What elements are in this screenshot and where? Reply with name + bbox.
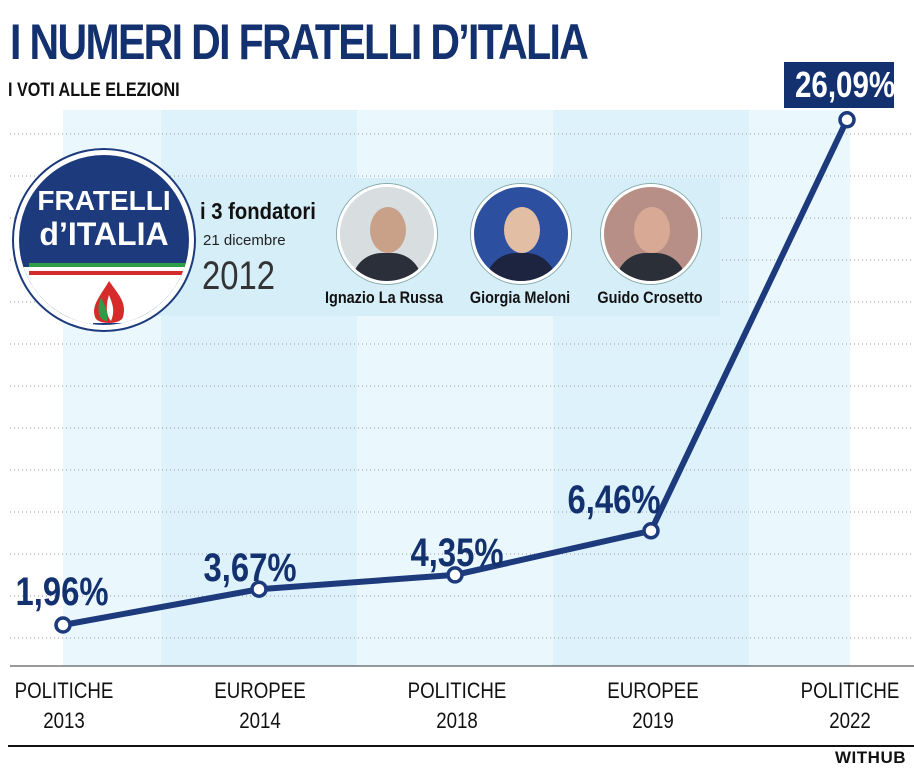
logo-stripe-red — [29, 271, 189, 275]
x-label-2022: POLITICHE 2022 — [800, 678, 900, 733]
data-point-3 — [642, 522, 660, 540]
logo-stripe-green — [29, 263, 189, 267]
source-brand: WITHUB — [835, 748, 906, 767]
page-subtitle: I VOTI ALLE ELEZIONI — [8, 80, 180, 101]
founder-name-2: Giorgia Meloni — [469, 288, 571, 307]
page-title: I NUMERI DI FRATELLI D’ITALIA — [10, 14, 589, 70]
flame-icon — [93, 281, 125, 325]
portrait-crosetto — [601, 184, 701, 284]
party-logo: FRATELLI d’ITALIA — [14, 150, 194, 330]
value-label-2022: 26,09% — [784, 62, 895, 108]
x-label-2019: EUROPEE 2019 — [607, 678, 699, 733]
x-label-2013: POLITICHE 2013 — [14, 678, 114, 733]
portrait-meloni — [471, 184, 571, 284]
column-band — [749, 110, 850, 666]
data-point-0 — [54, 616, 72, 634]
data-point-1 — [250, 580, 268, 598]
founder-name-1: Ignazio La Russa — [324, 288, 444, 307]
x-label-2014: EUROPEE 2014 — [214, 678, 306, 733]
data-point-2 — [446, 566, 464, 584]
founders-label: i 3 fondatori — [200, 198, 316, 224]
data-points — [54, 111, 856, 634]
value-label-2018: 4,35% — [410, 531, 504, 575]
value-label-2014: 3,67% — [203, 546, 297, 590]
logo-stripe-white — [29, 267, 189, 271]
logo-text-line2: d’ITALIA — [39, 216, 169, 252]
footer-rule — [8, 745, 914, 747]
value-label-2013: 1,96% — [15, 570, 109, 614]
logo-text-line1: FRATELLI — [37, 185, 171, 216]
founders-year: 2012 — [202, 254, 275, 298]
data-point-4 — [838, 111, 856, 129]
founder-name-3: Guido Crosetto — [597, 288, 703, 307]
value-label-2019: 6,46% — [567, 478, 661, 522]
portrait-la-russa — [337, 184, 437, 284]
founders-date: 21 dicembre — [203, 232, 286, 249]
x-label-2018: POLITICHE 2018 — [407, 678, 507, 733]
